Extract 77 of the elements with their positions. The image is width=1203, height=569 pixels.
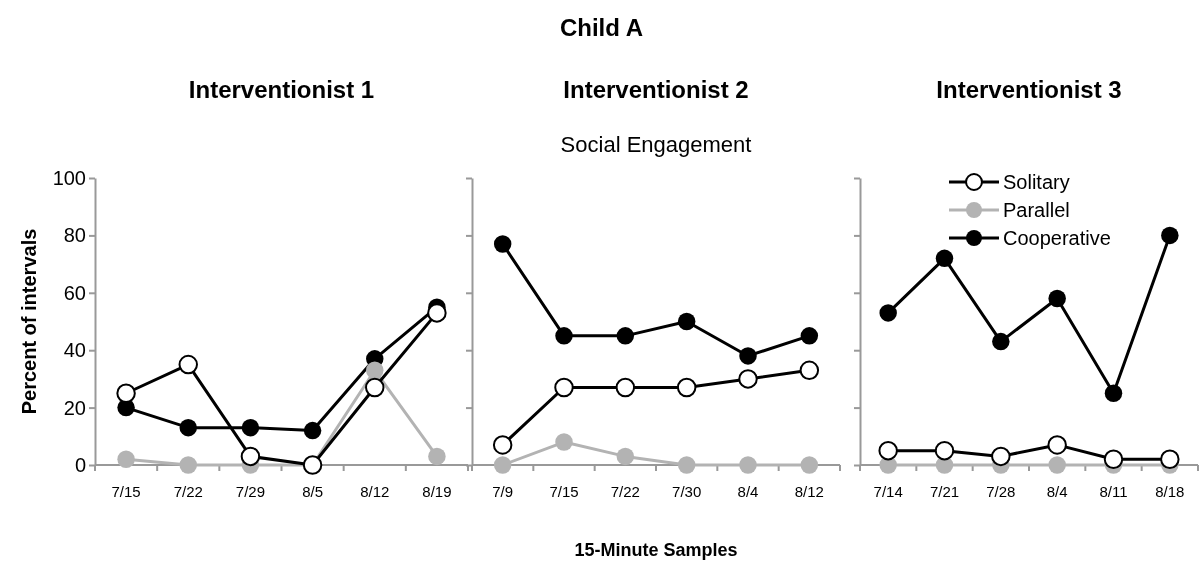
y-tick-label: 80 xyxy=(63,224,86,247)
legend-label: Solitary xyxy=(1003,171,1070,193)
point xyxy=(616,447,635,466)
x-axis-title: 15-Minute Samples xyxy=(574,540,738,560)
point xyxy=(492,435,513,455)
y-tick-label: 60 xyxy=(63,281,86,304)
y-tick-label: 0 xyxy=(74,453,86,476)
point xyxy=(427,303,447,323)
point xyxy=(241,418,260,437)
point xyxy=(554,377,574,398)
text: Child A xyxy=(559,14,644,41)
point xyxy=(1104,384,1123,402)
legend-label: Cooperative xyxy=(1003,227,1111,249)
point xyxy=(615,377,636,398)
point xyxy=(1047,435,1067,455)
point xyxy=(991,446,1011,467)
point xyxy=(739,456,757,474)
chart-title: Interventionist 1 xyxy=(188,76,375,103)
y-tick-label: 100 xyxy=(52,166,86,189)
x-tick-label: 7/22 xyxy=(173,483,203,500)
point xyxy=(878,440,898,461)
point xyxy=(992,332,1010,351)
point xyxy=(616,327,635,345)
point xyxy=(303,421,322,440)
point xyxy=(179,456,197,474)
y-tick-label: 40 xyxy=(63,339,86,362)
point xyxy=(934,440,955,461)
point xyxy=(493,235,512,253)
point xyxy=(179,418,197,437)
point xyxy=(178,354,198,375)
x-tick-label: 7/29 xyxy=(235,483,266,500)
point xyxy=(879,304,897,322)
point xyxy=(365,377,385,398)
x-tick-label: 8/11 xyxy=(1099,483,1128,500)
point xyxy=(1048,456,1066,474)
point xyxy=(366,361,384,380)
point xyxy=(428,447,446,466)
point xyxy=(739,347,757,365)
y-tick-label: 20 xyxy=(63,396,86,419)
x-tick-label: 7/9 xyxy=(492,483,514,500)
point xyxy=(677,456,696,474)
x-tick-label: 8/5 xyxy=(302,483,324,500)
x-tick-label: 7/15 xyxy=(111,483,141,500)
chart-title: Interventionist 2 xyxy=(563,76,749,103)
point xyxy=(676,377,697,398)
x-tick-label: 7/21 xyxy=(929,483,960,500)
point xyxy=(493,456,512,474)
point xyxy=(555,327,573,345)
chart-subtitle: Social Engagement xyxy=(560,132,752,157)
point xyxy=(935,249,954,268)
y-axis-title: Percent of intervals xyxy=(18,228,40,415)
point xyxy=(240,446,261,467)
point xyxy=(677,312,696,331)
point xyxy=(799,360,820,381)
chart-title: Interventionist 3 xyxy=(936,76,1122,103)
legend-label: Parallel xyxy=(1003,199,1070,221)
point xyxy=(800,456,819,474)
point xyxy=(116,383,136,403)
point xyxy=(800,327,819,345)
x-tick-label: 8/19 xyxy=(422,483,452,500)
x-tick-label: 8/4 xyxy=(737,483,759,500)
x-tick-label: 7/28 xyxy=(986,483,1016,500)
x-tick-label: 8/12 xyxy=(794,483,824,500)
x-tick-label: 7/14 xyxy=(873,483,903,500)
x-tick-label: 7/15 xyxy=(549,483,579,500)
point xyxy=(738,369,758,389)
x-tick-label: 8/4 xyxy=(1046,483,1068,500)
point xyxy=(1161,226,1179,245)
point xyxy=(117,450,135,468)
x-tick-label: 8/18 xyxy=(1155,483,1185,500)
point xyxy=(555,433,573,451)
point xyxy=(1160,449,1180,469)
x-tick-label: 8/12 xyxy=(360,483,390,500)
x-tick-label: 7/22 xyxy=(610,483,640,500)
point xyxy=(1048,289,1066,308)
point xyxy=(1103,449,1124,469)
x-tick-label: 7/30 xyxy=(672,483,702,500)
